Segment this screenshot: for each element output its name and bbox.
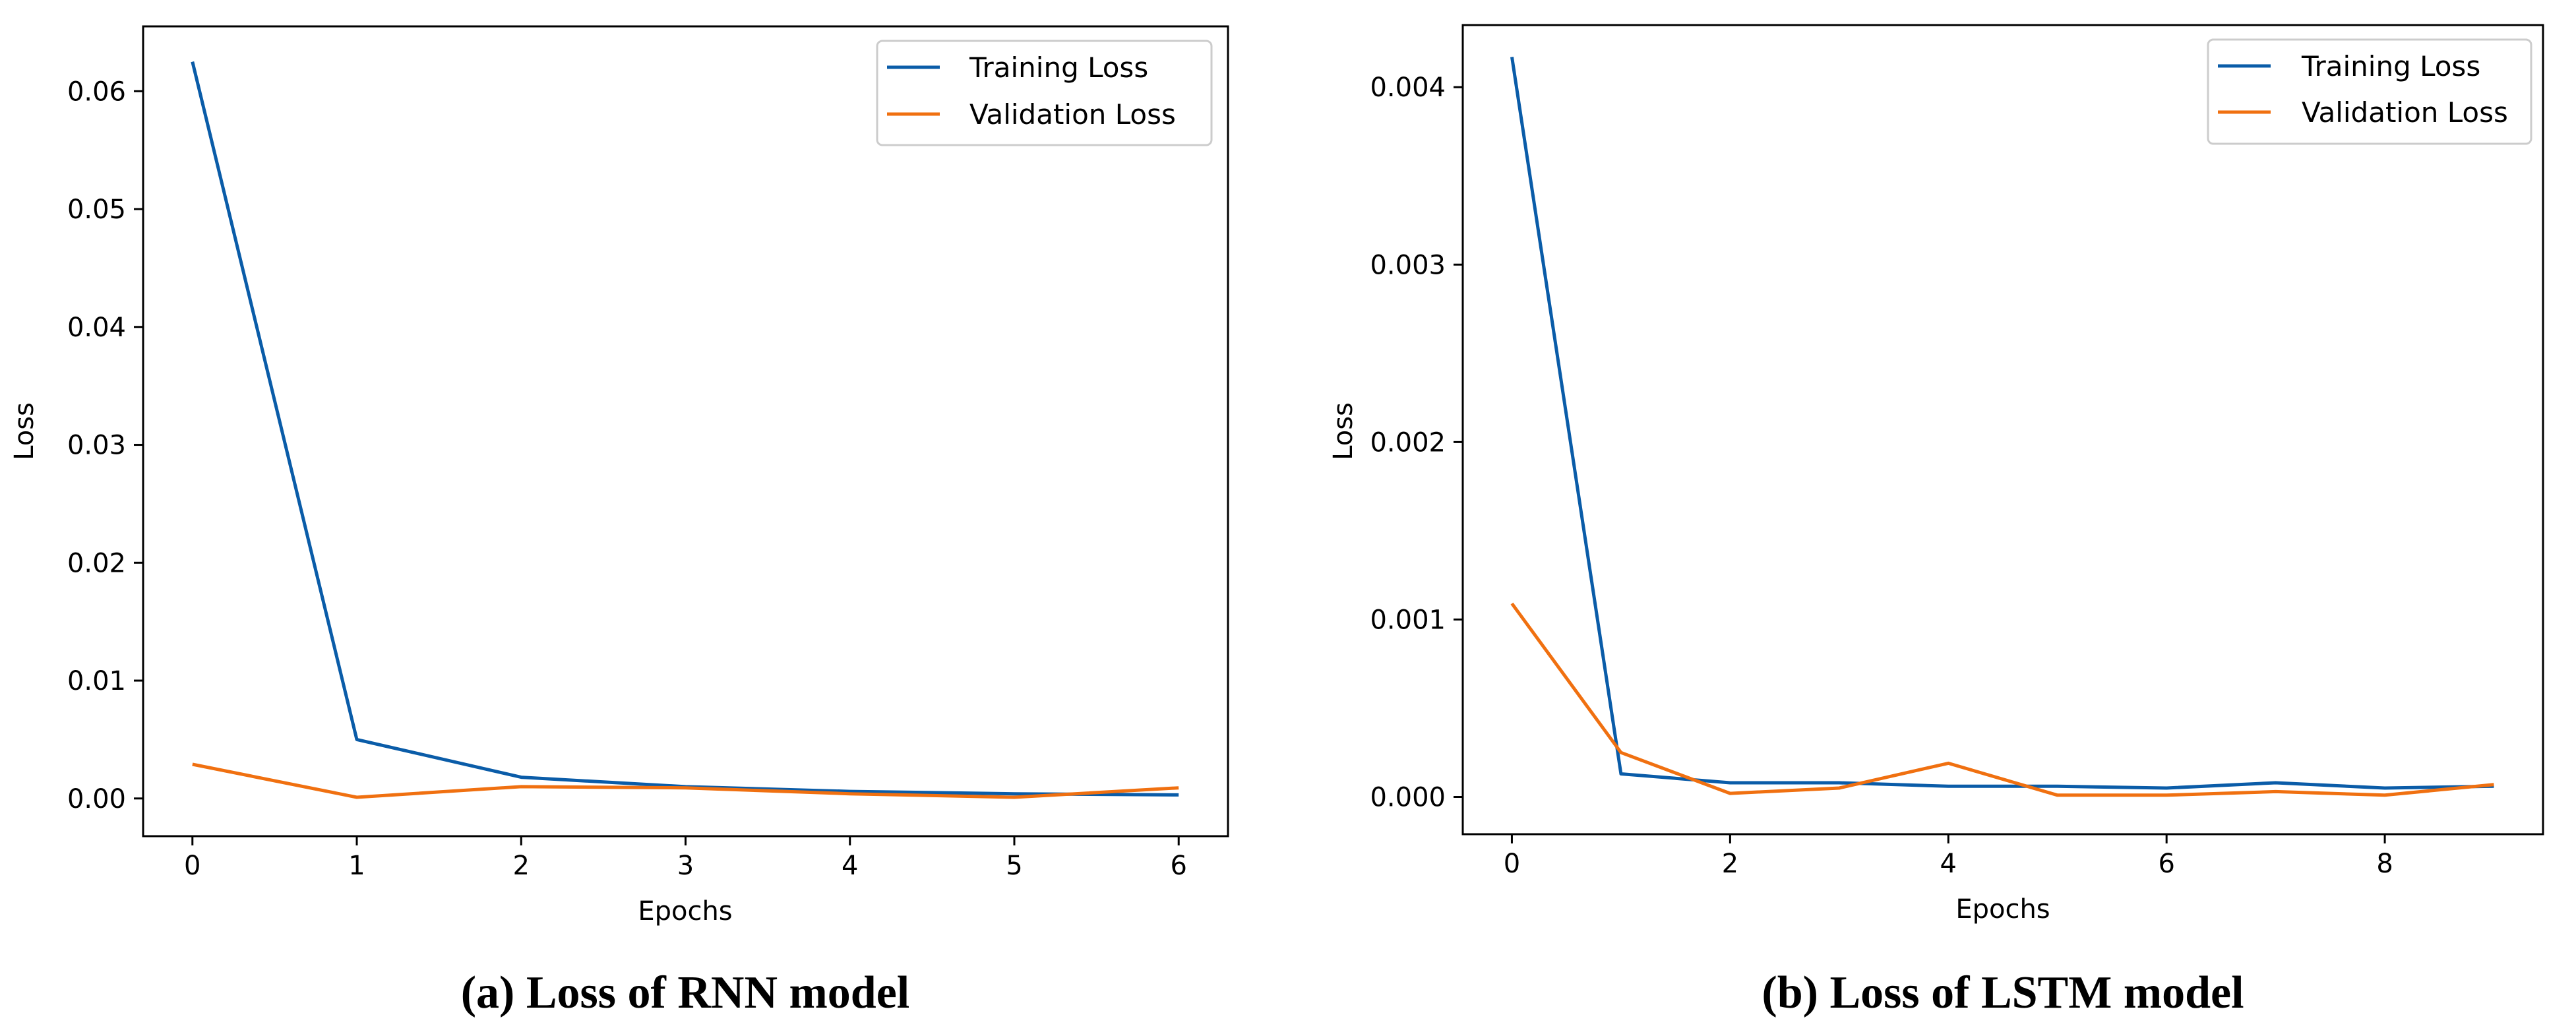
- lstm-y-tick-label: 0.000: [1370, 782, 1446, 812]
- rnn-x-tick-label: 3: [677, 851, 694, 881]
- rnn-x-tick-label: 1: [348, 851, 365, 881]
- rnn-training-loss-line: [191, 61, 1179, 797]
- rnn-y-tick-label: 0.00: [67, 784, 126, 814]
- rnn-legend: Training Loss Validation Loss: [876, 40, 1213, 146]
- rnn-series: [191, 61, 1179, 799]
- rnn-legend-box: [876, 40, 1213, 146]
- lstm-y-ticks: 0.000 0.001 0.002 0.003 0.004: [1370, 73, 1463, 812]
- rnn-y-tick-label: 0.06: [67, 76, 126, 107]
- rnn-legend-training-label: Training Loss: [969, 51, 1148, 84]
- rnn-x-tick-label: 6: [1171, 851, 1187, 881]
- rnn-y-tick-label: 0.03: [67, 431, 126, 461]
- lstm-x-tick-label: 0: [1504, 849, 1520, 879]
- lstm-training-loss-line: [1510, 57, 2494, 790]
- rnn-y-ticks: 0.00 0.01 0.02 0.03 0.04 0.05 0.06: [67, 76, 143, 814]
- rnn-caption: (a) Loss of RNN model: [461, 967, 910, 1018]
- lstm-y-tick-label: 0.001: [1370, 605, 1446, 635]
- rnn-x-ticks: 0 1 2 3 4 5 6: [184, 836, 1187, 881]
- lstm-x-tick-label: 2: [1722, 849, 1738, 879]
- rnn-plot-area: [142, 25, 1229, 838]
- lstm-caption: (b) Loss of LSTM model: [1762, 967, 2244, 1018]
- rnn-y-axis-label: Loss: [9, 402, 40, 460]
- lstm-legend-box: [2207, 38, 2532, 145]
- rnn-y-tick-label: 0.04: [67, 313, 126, 343]
- lstm-legend-validation-label: Validation Loss: [2302, 96, 2508, 129]
- lstm-x-axis-label: Epochs: [1955, 894, 2050, 925]
- rnn-x-axis-label: Epochs: [638, 896, 732, 927]
- lstm-validation-loss-line: [1510, 602, 2494, 797]
- rnn-x-tick-label: 4: [842, 851, 858, 881]
- lstm-y-tick-label: 0.003: [1370, 250, 1446, 280]
- rnn-legend-validation-label: Validation Loss: [969, 98, 1176, 131]
- rnn-validation-loss-line: [192, 762, 1179, 799]
- lstm-x-ticks: 0 2 4 6 8: [1504, 834, 2393, 879]
- lstm-y-axis-label: Loss: [1328, 402, 1359, 460]
- lstm-legend-training-label: Training Loss: [2301, 50, 2480, 82]
- lstm-y-tick-label: 0.004: [1370, 73, 1446, 103]
- lstm-legend: Training Loss Validation Loss: [2207, 38, 2532, 145]
- lstm-x-tick-label: 4: [1940, 849, 1957, 879]
- lstm-loss-chart: 0.000 0.001 0.002 0.003 0.004 0 2 4 6 8 Epochs L…: [1328, 24, 2544, 1018]
- rnn-x-tick-label: 2: [513, 851, 530, 881]
- rnn-x-tick-label: 0: [184, 851, 200, 881]
- lstm-y-tick-label: 0.002: [1370, 427, 1446, 458]
- rnn-y-tick-label: 0.02: [67, 548, 126, 578]
- lstm-x-tick-label: 8: [2376, 849, 2393, 879]
- rnn-y-tick-label: 0.01: [67, 666, 126, 696]
- lstm-series: [1510, 57, 2494, 797]
- rnn-x-tick-label: 5: [1006, 851, 1022, 881]
- rnn-y-tick-label: 0.05: [67, 195, 126, 225]
- rnn-loss-chart: 0.00 0.01 0.02 0.03 0.04 0.05 0.06 0 1 2 3 4 5 6 Epo…: [9, 25, 1229, 1018]
- lstm-x-tick-label: 6: [2158, 849, 2174, 879]
- lstm-plot-area: [1461, 24, 2544, 836]
